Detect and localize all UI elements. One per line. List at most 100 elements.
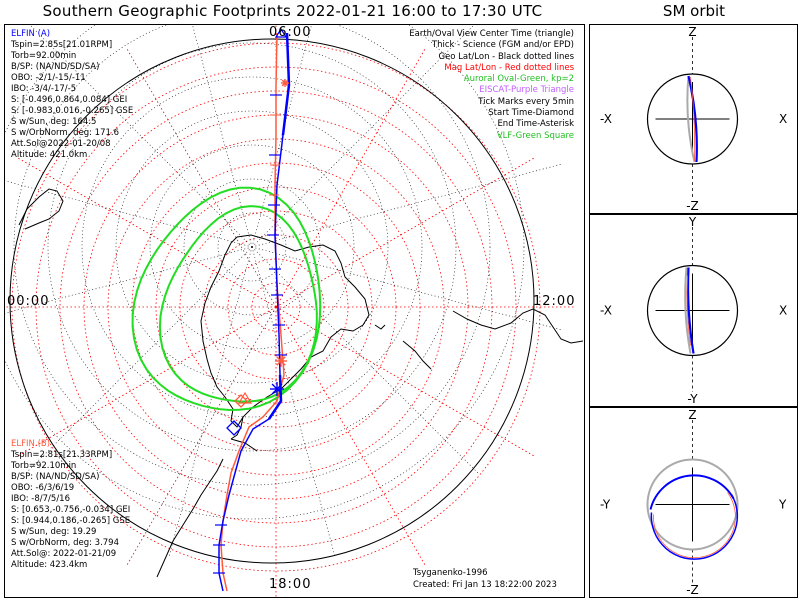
orbit-panel-xy: Y -Y -X X <box>589 214 798 407</box>
elfin-a-line: IBO: -3/4/-17/-5 <box>11 84 77 94</box>
geo-lon-line <box>168 246 253 557</box>
geo-lat-circle <box>115 110 389 384</box>
elfin-b-orbit <box>686 275 691 346</box>
orbit-xz-svg: Z -Z -X X <box>600 25 787 213</box>
axis-label-bottom: -Y <box>687 392 698 406</box>
elfin-a-orbit <box>687 75 698 163</box>
geo-lon-line <box>251 246 336 557</box>
view-center-triangle <box>237 391 253 404</box>
axis-label-right: X <box>779 304 787 318</box>
axis-label-top: Z <box>688 25 696 39</box>
elfin-a-orbit <box>649 474 735 510</box>
model-name: Tsyganenko-1996 <box>413 568 488 578</box>
geo-lat-circle <box>183 178 321 316</box>
geo-lat-circle <box>149 144 355 350</box>
map-legend: Earth/Oval View Center Time (triangle) T… <box>409 29 574 142</box>
end-asterisk <box>270 382 284 396</box>
elfin-b-line: Torb=92.10min <box>11 461 77 471</box>
geo-lat-circle <box>5 25 525 520</box>
hour-label-left: 00:00 <box>7 294 50 309</box>
africa-coast <box>18 188 64 230</box>
axis-label-top: Y <box>688 215 697 229</box>
elfin-b-line: S w/Sun, deg: 19.29 <box>11 527 97 537</box>
orbit-panel-title: SM orbit <box>662 2 726 20</box>
earth-limb <box>9 38 535 564</box>
geo-lon-line <box>192 25 253 248</box>
axis-label-left: -X <box>600 304 612 318</box>
elfin-a-name: ELFIN (A) <box>11 29 51 39</box>
chart-title: Southern Geographic Footprints 2022-01-2… <box>42 2 543 20</box>
orbit-panel-xz: Z -Z -X X <box>589 24 798 214</box>
legend-entry: Start Time-Diamond <box>488 108 574 119</box>
elfin-b-line: S w/OrbNorm, deg: 3.794 <box>11 538 120 548</box>
geo-lon-line <box>251 25 312 248</box>
elfin-b-line: B/SP: (NA/ND/SD/SA) <box>11 472 100 482</box>
orbit-gray-path <box>684 267 692 354</box>
axis-label-right: Y <box>778 498 787 512</box>
mag-lon-line <box>275 46 427 308</box>
axis-label-right: X <box>779 112 787 126</box>
elfin-a-line: S: [-0.496,0.864,0.084] GEI <box>11 95 128 105</box>
geo-lon-line <box>29 25 253 248</box>
antarctica-coast <box>200 234 370 428</box>
legend-entry: Mag Lat/Lon - Red dotted lines <box>444 62 574 73</box>
created-timestamp: Created: Fri Jan 13 18:22:00 2023 <box>413 580 557 590</box>
hour-label-right: 12:00 <box>533 294 576 309</box>
axis-label-top: Z <box>688 408 696 422</box>
elfin-b-line: IBO: -8/7/5/16 <box>11 494 70 504</box>
elfin-b-line: Tspin=2.81s[21.33RPM] <box>11 450 113 460</box>
legend-entry: Earth/Oval View Center Time (triangle) <box>409 29 574 39</box>
orbit-yz-svg: Z -Z -Y Y <box>600 408 787 597</box>
polar-map-svg <box>5 25 584 597</box>
antarctic-peninsula <box>230 416 244 440</box>
mag-lon-line <box>275 306 537 458</box>
end-asterisk <box>281 79 289 87</box>
island-coast <box>374 324 386 330</box>
view-center-triangle <box>274 27 288 38</box>
legend-entry: Tick Marks every 5min <box>478 96 574 107</box>
legend-entry: Geo Lat/Lon - Black dotted lines <box>438 51 574 62</box>
geo-lon-line <box>251 246 562 331</box>
australia-coast <box>452 308 584 344</box>
elfin-b-name: ELFIN (B) <box>11 439 51 449</box>
orbit-panel-yz: Z -Z -Y Y <box>589 407 798 598</box>
elfin-a-science-segment <box>267 374 283 420</box>
end-asterisk-stroke <box>276 356 286 366</box>
elfin-a-line: Torb=92.00min <box>11 51 77 61</box>
elfin-a-info: ELFIN (A) Tspin=2.85s[21.01RPM] Torb=92.… <box>11 29 133 161</box>
end-asterisk-stroke <box>271 383 283 395</box>
axis-label-left: -Y <box>600 498 611 512</box>
legend-entry: Thick - Science (FGM and/or EPD) <box>431 40 574 51</box>
elfin-a-line: Altitude: 421.0km <box>11 150 88 160</box>
south-america-coast <box>156 458 224 578</box>
mag-lon-line <box>125 46 277 308</box>
elfin-b-info: ELFIN (B) Tspin=2.81s[21.33RPM] Torb=92.… <box>11 439 130 571</box>
start-diamond <box>226 420 242 436</box>
hour-label-top: 06:00 <box>269 25 312 40</box>
legend-entry: EISCAT-Purple Triangle <box>479 85 574 96</box>
elfin-b-line: S: [0.653,-0.756,-0.034] GEI <box>11 505 131 515</box>
hour-label-bottom: 18:00 <box>269 577 312 592</box>
elfin-b-line: Att.Sol@: 2022-01-21/09 <box>11 549 117 559</box>
elfin-b-orbit <box>690 76 696 162</box>
elfin-a-line: Att.Sol@2022-01-20/08 <box>11 139 111 149</box>
elfin-a-line: B/SP: (NA/ND/SD/SA) <box>11 62 100 72</box>
geo-lon-line <box>5 180 253 248</box>
mag-lon-line <box>275 156 537 308</box>
axis-label-left: -X <box>600 112 612 126</box>
elfin-a-line: S w/Sun, deg: 164.5 <box>11 117 97 127</box>
elfin-b-line: OBO: -6/3/6/19 <box>11 483 75 493</box>
elfin-a-line: OBO: -2/1/-15/-11 <box>11 73 86 83</box>
orbit-gray-path <box>686 75 696 163</box>
auroral-oval-outer <box>131 186 322 412</box>
elfin-a-track <box>218 32 290 592</box>
geo-lat-circle <box>47 42 457 452</box>
axis-label-bottom: -Z <box>686 583 699 597</box>
geo-lon-line <box>251 246 479 474</box>
geo-lon-line <box>25 246 253 474</box>
elfin-a-line: S: [-0.983,0.016,-0.265] GSE <box>11 106 134 116</box>
elfin-b-orbit <box>653 492 736 559</box>
elfin-a-orbit <box>686 267 695 354</box>
legend-entry: End Time-Asterisk <box>497 119 574 130</box>
end-asterisk <box>275 355 287 367</box>
